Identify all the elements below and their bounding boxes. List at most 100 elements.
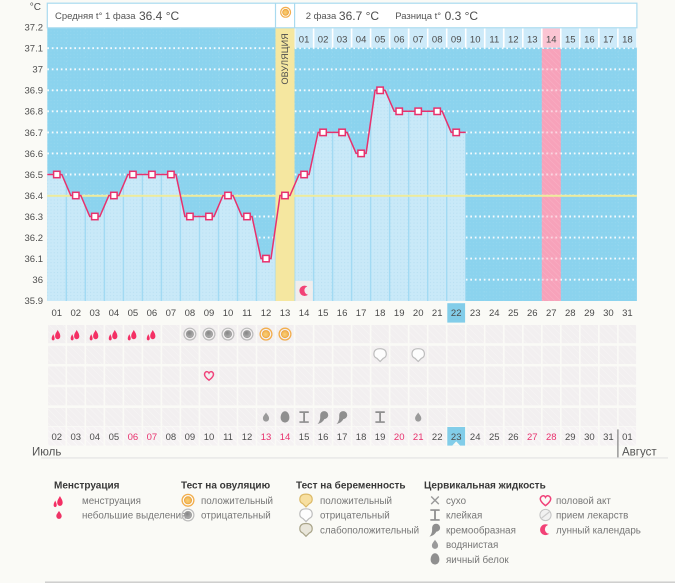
svg-text:01: 01 bbox=[52, 308, 63, 319]
svg-text:04: 04 bbox=[356, 34, 367, 45]
svg-text:05: 05 bbox=[128, 308, 139, 319]
svg-text:19: 19 bbox=[375, 432, 386, 443]
svg-text:водянистая: водянистая bbox=[446, 540, 498, 551]
svg-text:08: 08 bbox=[166, 432, 177, 443]
svg-text:36: 36 bbox=[32, 275, 43, 286]
svg-text:25: 25 bbox=[508, 308, 519, 319]
svg-text:31: 31 bbox=[622, 308, 633, 319]
svg-text:15: 15 bbox=[299, 432, 310, 443]
svg-text:10: 10 bbox=[223, 308, 234, 319]
svg-text:прием лекарств: прием лекарств bbox=[556, 511, 628, 522]
svg-text:12: 12 bbox=[261, 308, 272, 319]
svg-text:10: 10 bbox=[204, 432, 215, 443]
svg-text:37.1: 37.1 bbox=[25, 44, 44, 55]
svg-text:16: 16 bbox=[337, 308, 348, 319]
svg-text:08: 08 bbox=[185, 308, 196, 319]
svg-text:29: 29 bbox=[584, 308, 595, 319]
svg-text:09: 09 bbox=[204, 308, 215, 319]
svg-text:36.6: 36.6 bbox=[25, 149, 44, 160]
svg-text:12: 12 bbox=[242, 432, 253, 443]
svg-text:сухо: сухо bbox=[446, 496, 467, 507]
svg-text:31: 31 bbox=[603, 432, 614, 443]
svg-text:30: 30 bbox=[584, 432, 595, 443]
svg-text:15: 15 bbox=[318, 308, 329, 319]
svg-text:06: 06 bbox=[128, 432, 139, 443]
svg-text:36.7: 36.7 bbox=[25, 128, 44, 139]
svg-text:37: 37 bbox=[32, 65, 43, 76]
svg-text:12: 12 bbox=[508, 34, 519, 45]
svg-text:06: 06 bbox=[147, 308, 158, 319]
svg-text:24: 24 bbox=[489, 308, 500, 319]
svg-text:20: 20 bbox=[394, 432, 405, 443]
svg-text:11: 11 bbox=[242, 308, 252, 319]
svg-text:Менструация: Менструация bbox=[54, 480, 120, 491]
svg-text:37.2: 37.2 bbox=[25, 23, 44, 34]
svg-text:11: 11 bbox=[489, 34, 499, 45]
svg-text:17: 17 bbox=[603, 34, 614, 45]
svg-text:Разница t°: Разница t° bbox=[395, 11, 441, 22]
svg-text:Тест на овуляцию: Тест на овуляцию bbox=[181, 480, 271, 491]
svg-text:13: 13 bbox=[280, 308, 291, 319]
svg-text:36.4: 36.4 bbox=[25, 191, 44, 202]
svg-text:половой акт: половой акт bbox=[556, 496, 611, 507]
svg-text:ОВУЛЯЦИЯ: ОВУЛЯЦИЯ bbox=[280, 33, 290, 84]
svg-text:отрицательный: отрицательный bbox=[320, 511, 390, 522]
svg-text:05: 05 bbox=[375, 34, 386, 45]
svg-text:28: 28 bbox=[546, 432, 557, 443]
svg-text:07: 07 bbox=[147, 432, 158, 443]
svg-text:слабоположительный: слабоположительный bbox=[320, 525, 419, 536]
svg-text:08: 08 bbox=[432, 34, 443, 45]
svg-text:03: 03 bbox=[71, 432, 82, 443]
svg-text:07: 07 bbox=[166, 308, 177, 319]
svg-text:14: 14 bbox=[280, 432, 291, 443]
svg-text:09: 09 bbox=[451, 34, 462, 45]
svg-text:14: 14 bbox=[299, 308, 310, 319]
svg-text:°C: °C bbox=[30, 2, 41, 13]
svg-text:положительный: положительный bbox=[320, 496, 392, 507]
svg-text:06: 06 bbox=[394, 34, 405, 45]
svg-text:15: 15 bbox=[565, 34, 576, 45]
svg-text:17: 17 bbox=[337, 432, 348, 443]
svg-text:27: 27 bbox=[527, 432, 538, 443]
svg-text:04: 04 bbox=[90, 432, 101, 443]
svg-text:16: 16 bbox=[318, 432, 329, 443]
svg-text:18: 18 bbox=[356, 432, 367, 443]
svg-text:небольшие выделения: небольшие выделения bbox=[82, 511, 186, 522]
svg-text:04: 04 bbox=[109, 308, 120, 319]
svg-text:22: 22 bbox=[432, 432, 443, 443]
svg-text:36.7 °C: 36.7 °C bbox=[339, 9, 379, 23]
svg-text:16: 16 bbox=[584, 34, 595, 45]
svg-text:11: 11 bbox=[223, 432, 233, 443]
svg-text:менструация: менструация bbox=[82, 496, 141, 507]
svg-text:36.4 °C: 36.4 °C bbox=[139, 9, 179, 23]
svg-text:03: 03 bbox=[90, 308, 101, 319]
svg-text:02: 02 bbox=[318, 34, 329, 45]
svg-text:36.1: 36.1 bbox=[25, 254, 44, 265]
svg-text:2 фаза: 2 фаза bbox=[306, 11, 337, 22]
svg-text:яичный белок: яичный белок bbox=[446, 555, 509, 566]
svg-text:30: 30 bbox=[603, 308, 614, 319]
svg-text:14: 14 bbox=[546, 34, 557, 45]
svg-text:35.9: 35.9 bbox=[25, 296, 44, 307]
svg-text:21: 21 bbox=[432, 308, 443, 319]
svg-text:положительный: положительный bbox=[201, 496, 273, 507]
svg-text:36.5: 36.5 bbox=[25, 170, 44, 181]
svg-text:07: 07 bbox=[413, 34, 424, 45]
svg-text:25: 25 bbox=[489, 432, 500, 443]
svg-text:кремообразная: кремообразная bbox=[446, 525, 516, 536]
svg-text:Тест на беременность: Тест на беременность bbox=[296, 479, 406, 491]
svg-text:26: 26 bbox=[508, 432, 519, 443]
svg-text:0.3 °C: 0.3 °C bbox=[445, 9, 479, 23]
svg-text:36.2: 36.2 bbox=[25, 233, 44, 244]
svg-text:13: 13 bbox=[261, 432, 272, 443]
svg-text:17: 17 bbox=[356, 308, 367, 319]
svg-text:36.8: 36.8 bbox=[25, 107, 44, 118]
svg-text:02: 02 bbox=[71, 308, 82, 319]
svg-text:24: 24 bbox=[470, 432, 481, 443]
svg-text:10: 10 bbox=[470, 34, 481, 45]
svg-text:27: 27 bbox=[546, 308, 557, 319]
svg-text:клейкая: клейкая bbox=[446, 511, 482, 522]
svg-text:Цервикальная жидкость: Цервикальная жидкость bbox=[424, 480, 546, 491]
svg-text:Август: Август bbox=[622, 446, 657, 458]
svg-text:22: 22 bbox=[451, 308, 462, 319]
